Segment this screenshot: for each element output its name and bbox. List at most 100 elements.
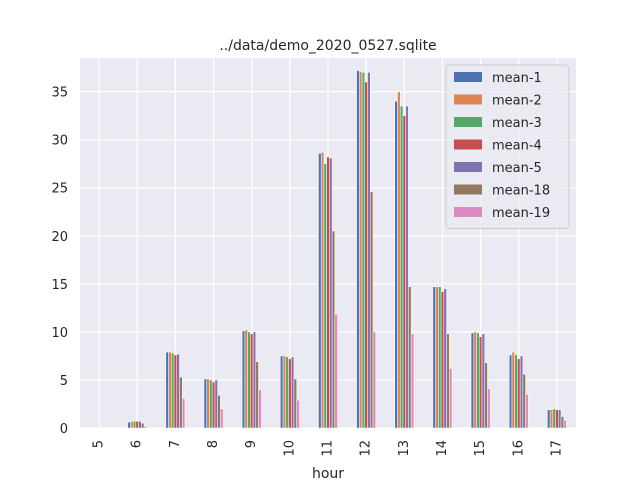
bar-mean-19-hour-15 [487, 388, 491, 429]
bar-mean-3-hour-15 [476, 332, 480, 429]
y-tick-label: 20 [51, 230, 68, 245]
bar-mean-1-hour-8 [203, 378, 207, 429]
legend-swatch-mean-2 [454, 94, 482, 105]
x-tick-label: 8 [206, 440, 221, 448]
bar-mean-1-hour-16 [508, 354, 513, 429]
bar-mean-5-hour-15 [481, 333, 485, 429]
bar-mean-2-hour-17 [549, 409, 554, 429]
legend-label-mean-5: mean-5 [492, 161, 542, 176]
y-tick-label: 5 [60, 374, 68, 389]
y-axis-tick-labels: 0 5 10 15 20 25 30 35 [51, 86, 68, 437]
bar-mean-5-hour-13 [405, 105, 409, 429]
bar-mean-1-hour-7 [165, 351, 169, 429]
x-tick-label: 7 [168, 440, 183, 448]
bar-mean-4-hour-12 [364, 81, 368, 429]
bar-mean-4-hour-8 [211, 381, 216, 429]
bar-mean-19-hour-8 [220, 408, 224, 429]
bar-mean-3-hour-16 [514, 354, 518, 429]
bar-mean-2-hour-9 [244, 329, 248, 429]
bar-mean-5-hour-9 [252, 331, 257, 429]
bar-mean-2-hour-11 [320, 151, 325, 429]
bar-mean-5-hour-12 [367, 72, 371, 429]
bar-mean-19-hour-7 [181, 397, 186, 429]
bar-mean-1-hour-10 [280, 355, 284, 429]
bar-mean-18-hour-8 [217, 395, 221, 429]
bar-mean-2-hour-6 [130, 421, 134, 429]
bar-mean-18-hour-7 [179, 376, 183, 429]
bar-mean-3-hour-7 [171, 352, 175, 429]
bar-mean-19-hour-11 [334, 314, 338, 429]
bar-mean-18-hour-6 [141, 422, 145, 429]
bar-mean-19-hour-13 [410, 333, 415, 429]
y-tick-label: 10 [51, 326, 68, 341]
legend: mean-1 mean-2 mean-3 mean-4 mean-5 mean-18 mea… [445, 64, 570, 229]
y-tick-label: 35 [51, 86, 68, 101]
bar-mean-3-hour-12 [361, 72, 366, 429]
bar-mean-5-hour-6 [138, 421, 142, 429]
bar-mean-2-hour-10 [282, 355, 287, 429]
bar-mean-4-hour-7 [173, 354, 177, 429]
y-tick-label: 25 [51, 182, 68, 197]
bar-mean-4-hour-17 [555, 409, 559, 429]
bar-mean-18-hour-15 [484, 362, 488, 429]
bar-mean-19-hour-10 [296, 399, 300, 429]
chart-title: ../data/demo_2020_0527.sqlite [219, 38, 436, 54]
bar-mean-19-hour-14 [449, 368, 453, 429]
bar-mean-18-hour-17 [560, 416, 564, 429]
bar-mean-4-hour-6 [135, 421, 139, 429]
bar-mean-1-hour-13 [394, 100, 398, 429]
bar-mean-18-hour-10 [293, 378, 297, 429]
legend-label-mean-1: mean-1 [492, 71, 542, 86]
bar-mean-5-hour-8 [214, 379, 218, 429]
bar-mean-1-hour-6 [127, 421, 131, 429]
bar-mean-19-hour-6 [143, 425, 148, 429]
bar-mean-5-hour-14 [443, 288, 447, 429]
bar-mean-19-hour-9 [258, 389, 262, 429]
bar-mean-4-hour-10 [288, 358, 292, 429]
legend-label-mean-2: mean-2 [492, 94, 542, 109]
x-tick-label: 14 [435, 440, 450, 457]
bar-mean-1-hour-17 [547, 409, 551, 429]
x-tick-label: 9 [244, 440, 259, 448]
bar-mean-18-hour-9 [255, 361, 259, 429]
legend-label-mean-18: mean-18 [492, 184, 550, 199]
legend-swatch-mean-19 [454, 207, 482, 217]
bar-mean-4-hour-14 [440, 291, 445, 429]
legend-swatch-mean-4 [454, 139, 482, 150]
bar-mean-2-hour-16 [511, 351, 515, 429]
bar-mean-3-hour-10 [285, 356, 289, 429]
bar-mean-3-hour-13 [399, 105, 404, 429]
bar-mean-18-hour-12 [369, 191, 374, 429]
x-tick-label: 5 [92, 440, 107, 448]
x-tick-label: 16 [511, 440, 526, 457]
bar-mean-19-hour-12 [372, 331, 376, 429]
bar-mean-5-hour-11 [329, 157, 333, 429]
bar-mean-1-hour-15 [470, 332, 475, 429]
bar-mean-3-hour-9 [247, 331, 251, 429]
x-tick-label: 17 [549, 440, 564, 457]
bar-mean-18-hour-13 [408, 286, 412, 429]
bar-mean-19-hour-16 [525, 394, 529, 429]
bar-mean-3-hour-14 [438, 286, 442, 429]
bar-mean-4-hour-15 [479, 336, 483, 429]
x-axis-label: hour [312, 466, 344, 480]
x-tick-label: 12 [359, 440, 374, 457]
legend-label-mean-3: mean-3 [492, 116, 542, 131]
bar-mean-19-hour-17 [563, 420, 567, 429]
bar-mean-18-hour-16 [522, 373, 526, 429]
bar-mean-4-hour-16 [517, 358, 521, 429]
bar-mean-1-hour-12 [356, 70, 360, 429]
legend-swatch-mean-3 [454, 117, 482, 127]
legend-swatch-mean-18 [454, 184, 482, 195]
bar-mean-3-hour-8 [209, 379, 213, 429]
legend-label-mean-19: mean-19 [492, 206, 550, 221]
bar-mean-1-hour-14 [432, 286, 436, 429]
bar-mean-2-hour-7 [168, 351, 172, 429]
legend-swatch-mean-1 [454, 72, 482, 82]
bar-mean-5-hour-10 [290, 356, 295, 429]
bar-mean-4-hour-9 [250, 333, 254, 429]
bar-mean-5-hour-7 [176, 353, 180, 429]
bar-mean-2-hour-15 [473, 331, 477, 429]
bar-mean-18-hour-14 [446, 333, 450, 429]
bar-mean-2-hour-13 [397, 91, 401, 429]
